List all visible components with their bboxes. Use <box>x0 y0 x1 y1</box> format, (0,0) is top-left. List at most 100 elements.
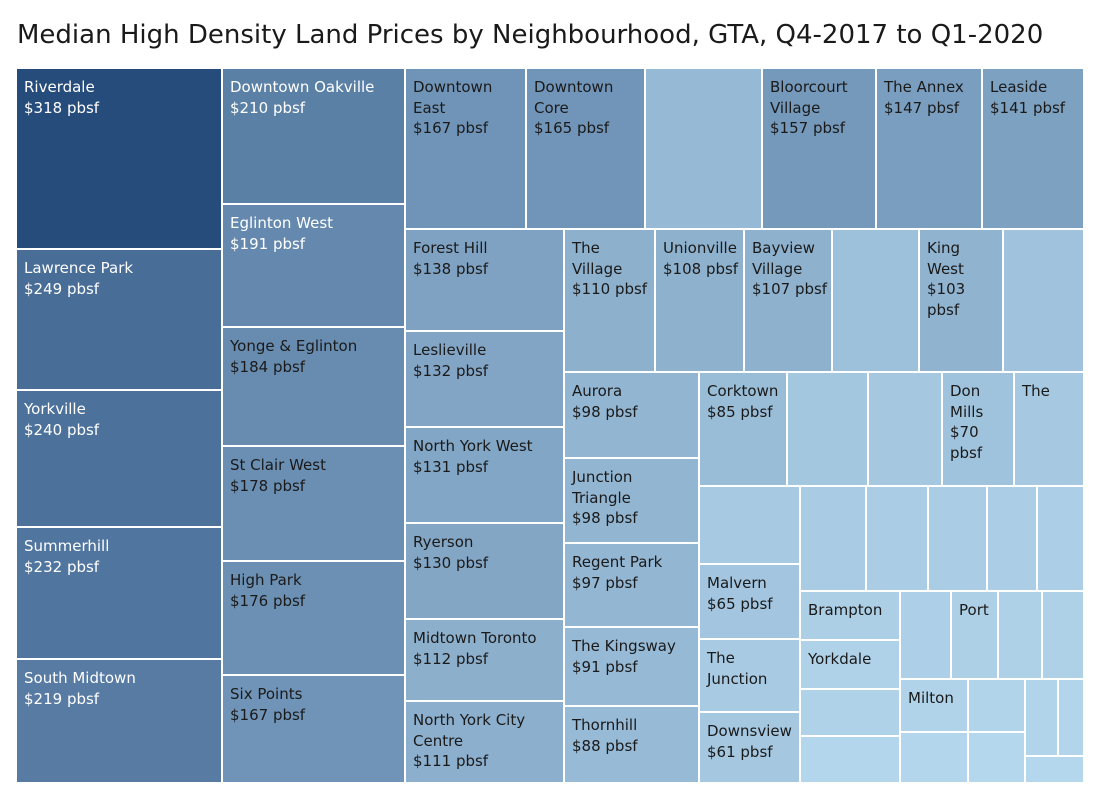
treemap-tile-unlabeled <box>1025 756 1084 783</box>
treemap-tile-brampton: Brampton <box>800 591 900 640</box>
treemap-tile-summerhill: Summerhill $232 pbsf <box>16 527 222 659</box>
tile-label: Lawrence Park $249 pbsf <box>24 259 134 298</box>
tile-label: Port <box>959 601 989 619</box>
tile-label: Yonge & Eglinton $184 pbsf <box>230 337 358 376</box>
treemap-tile-malvern: Malvern $65 pbsf <box>699 564 800 639</box>
treemap-tile-the: The <box>1014 372 1084 486</box>
treemap-tile-downtown-core: Downtown Core $165 pbsf <box>526 68 645 229</box>
treemap-tile-unlabeled <box>900 732 968 783</box>
treemap-tile-corktown: Corktown $85 pbsf <box>699 372 787 486</box>
treemap-tile-the-kingsway: The Kingsway $91 pbsf <box>564 627 699 706</box>
treemap-tile-unionville: Unionville $108 pbsf <box>655 229 744 372</box>
treemap-tile-milton: Milton <box>900 679 968 732</box>
treemap-tile-downtown-east: Downtown East $167 pbsf <box>405 68 526 229</box>
treemap-tile-unlabeled <box>900 591 951 679</box>
tile-label: South Midtown $219 pbsf <box>24 669 136 708</box>
treemap-tile-king-west: King West $103 pbsf <box>919 229 1003 372</box>
tile-label: Thornhill $88 pbsf <box>572 716 638 755</box>
treemap-tile-yorkville: Yorkville $240 pbsf <box>16 390 222 527</box>
treemap-tile-north-york-city-centre: North York City Centre $111 pbsf <box>405 701 564 783</box>
treemap-tile-unlabeled <box>868 372 942 486</box>
tile-label: Eglinton West $191 pbsf <box>230 214 334 253</box>
treemap-tile-the-junction: The Junction <box>699 639 800 712</box>
tile-label: Malvern $65 pbsf <box>707 574 773 613</box>
tile-label: Downsview $61 pbsf <box>707 722 792 761</box>
treemap-tile-yonge-eglinton: Yonge & Eglinton $184 pbsf <box>222 327 405 446</box>
tile-label: Ryerson $130 pbsf <box>413 533 489 572</box>
treemap-tile-downsview: Downsview $61 pbsf <box>699 712 800 783</box>
tile-label: Brampton <box>808 601 883 619</box>
tile-label: Summerhill $232 pbsf <box>24 537 110 576</box>
tile-label: Yorkdale <box>808 650 872 668</box>
tile-label: Six Points $167 pbsf <box>230 685 306 724</box>
treemap-tile-leaside: Leaside $141 pbsf <box>982 68 1084 229</box>
treemap-tile-thornhill: Thornhill $88 pbsf <box>564 706 699 783</box>
treemap-tile-unlabeled <box>832 229 919 372</box>
tile-label: Milton <box>908 689 954 707</box>
tile-label: Downtown East $167 pbsf <box>413 78 493 137</box>
tile-label: The <box>1022 382 1050 400</box>
treemap-tile-junction-triangle: Junction Triangle $98 pbsf <box>564 458 699 543</box>
treemap-tile-riverdale: Riverdale $318 pbsf <box>16 68 222 249</box>
treemap-tile-port: Port <box>951 591 998 679</box>
treemap-tile-midtown-toronto: Midtown Toronto $112 pbsf <box>405 619 564 701</box>
treemap-tile-unlabeled <box>1037 486 1084 591</box>
treemap-tile-don-mills: Don Mills $70 pbsf <box>942 372 1014 486</box>
treemap-tile-unlabeled <box>800 689 900 736</box>
tile-label: The Annex $147 pbsf <box>884 78 964 117</box>
treemap-tile-unlabeled <box>998 591 1042 679</box>
tile-label: North York City Centre $111 pbsf <box>413 711 526 770</box>
treemap-tile-aurora: Aurora $98 pbsf <box>564 372 699 458</box>
treemap-tile-eglinton-west: Eglinton West $191 pbsf <box>222 204 405 327</box>
tile-label: The Village $110 pbsf <box>572 239 648 298</box>
treemap-tile-unlabeled <box>1003 229 1084 372</box>
tile-label: Downtown Core $165 pbsf <box>534 78 614 137</box>
tile-label: North York West $131 pbsf <box>413 437 533 476</box>
treemap-tile-lawrence-park: Lawrence Park $249 pbsf <box>16 249 222 390</box>
treemap-tile-unlabeled <box>1025 679 1058 756</box>
tile-label: Don Mills $70 pbsf <box>950 382 984 462</box>
treemap-tile-bloorcourt-village: Bloorcourt Village $157 pbsf <box>762 68 876 229</box>
treemap-tile-south-midtown: South Midtown $219 pbsf <box>16 659 222 783</box>
treemap-tile-unlabeled <box>800 736 900 783</box>
treemap-tile-regent-park: Regent Park $97 pbsf <box>564 543 699 627</box>
treemap-tile-ryerson: Ryerson $130 pbsf <box>405 523 564 619</box>
tile-label: Junction Triangle $98 pbsf <box>572 468 638 527</box>
treemap-tile-the-village: The Village $110 pbsf <box>564 229 655 372</box>
treemap-tile-unlabeled <box>787 372 868 486</box>
tile-label: The Junction <box>707 649 768 688</box>
treemap-tile-bayview-village: Bayview Village $107 pbsf <box>744 229 832 372</box>
tile-label: St Clair West $178 pbsf <box>230 456 326 495</box>
tile-label: Aurora $98 pbsf <box>572 382 638 421</box>
tile-label: Riverdale $318 pbsf <box>24 78 100 117</box>
tile-label: Regent Park $97 pbsf <box>572 553 663 592</box>
treemap-tile-downtown-oakville: Downtown Oakville $210 pbsf <box>222 68 405 204</box>
tile-label: The Kingsway $91 pbsf <box>572 637 676 676</box>
treemap-tile-six-points: Six Points $167 pbsf <box>222 675 405 783</box>
treemap-tile-forest-hill: Forest Hill $138 pbsf <box>405 229 564 331</box>
chart-title: Median High Density Land Prices by Neigh… <box>17 20 1044 50</box>
tile-label: Bloorcourt Village $157 pbsf <box>770 78 848 137</box>
treemap-tile-north-york-west: North York West $131 pbsf <box>405 427 564 523</box>
treemap: Riverdale $318 pbsf Lawrence Park $249 pb… <box>16 68 1084 783</box>
treemap-tile-unlabeled <box>1042 591 1084 679</box>
treemap-tile-unlabeled <box>699 486 800 564</box>
treemap-tile-unlabeled <box>928 486 987 591</box>
treemap-tile-high-park: High Park $176 pbsf <box>222 561 405 675</box>
treemap-tile-unlabeled <box>645 68 762 229</box>
tile-label: Leaside $141 pbsf <box>990 78 1066 117</box>
treemap-tile-unlabeled <box>800 486 866 591</box>
treemap-tile-leslieville: Leslieville $132 pbsf <box>405 331 564 427</box>
tile-label: Bayview Village $107 pbsf <box>752 239 828 298</box>
tile-label: Leslieville $132 pbsf <box>413 341 489 380</box>
treemap-tile-unlabeled <box>987 486 1037 591</box>
tile-label: Corktown $85 pbsf <box>707 382 779 421</box>
treemap-tile-unlabeled <box>968 679 1025 732</box>
tile-label: Yorkville $240 pbsf <box>24 400 100 439</box>
tile-label: Midtown Toronto $112 pbsf <box>413 629 537 668</box>
treemap-tile-unlabeled <box>866 486 928 591</box>
treemap-tile-the-annex: The Annex $147 pbsf <box>876 68 982 229</box>
tile-label: Downtown Oakville $210 pbsf <box>230 78 375 117</box>
tile-label: High Park $176 pbsf <box>230 571 306 610</box>
treemap-tile-unlabeled <box>968 732 1025 783</box>
